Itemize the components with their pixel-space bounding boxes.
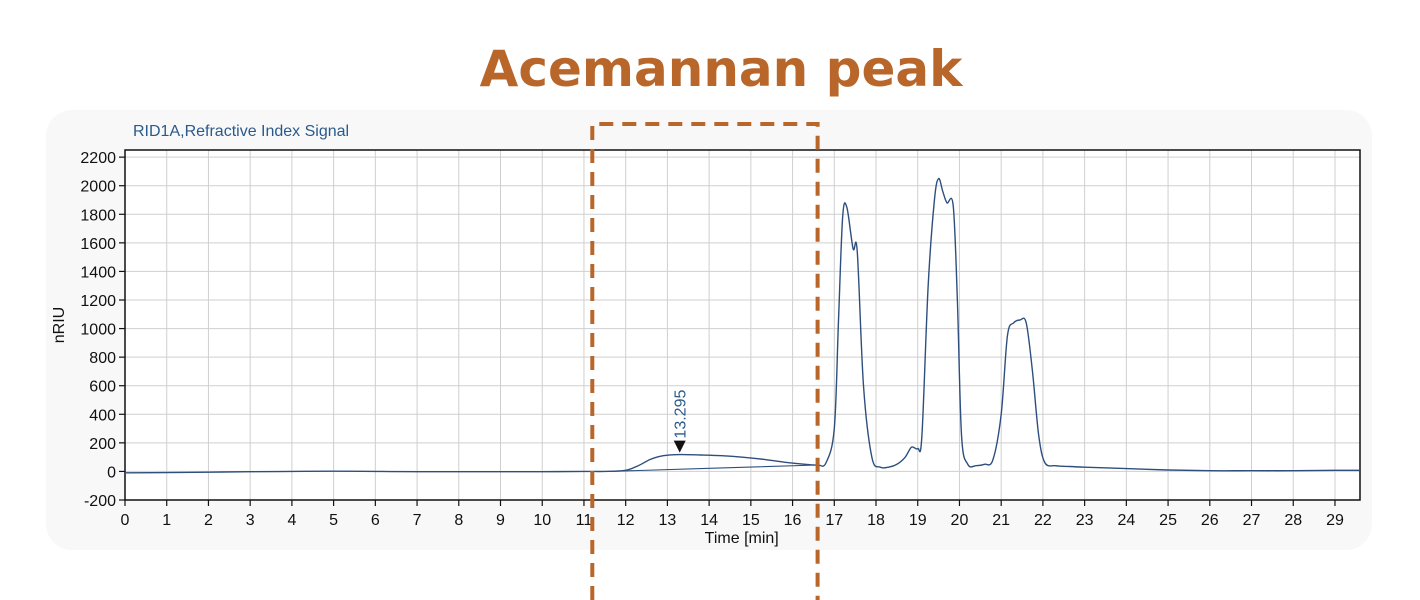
x-tick-label: 5 bbox=[329, 512, 338, 529]
y-axis-label: nRIU bbox=[51, 307, 68, 343]
y-tick-label: 600 bbox=[89, 379, 116, 396]
x-tick-label: 18 bbox=[867, 512, 885, 529]
y-tick-label: 2000 bbox=[80, 179, 116, 196]
y-tick-label: 1800 bbox=[80, 207, 116, 224]
x-tick-label: 0 bbox=[121, 512, 130, 529]
x-tick-label: 19 bbox=[909, 512, 927, 529]
x-tick-label: 21 bbox=[992, 512, 1010, 529]
x-tick-label: 3 bbox=[246, 512, 255, 529]
x-tick-label: 15 bbox=[742, 512, 760, 529]
x-tick-label: 25 bbox=[1159, 512, 1177, 529]
x-tick-label: 7 bbox=[413, 512, 422, 529]
x-tick-label: 16 bbox=[784, 512, 802, 529]
y-tick-label: 1200 bbox=[80, 293, 116, 310]
x-tick-label: 10 bbox=[533, 512, 551, 529]
x-tick-label: 20 bbox=[951, 512, 969, 529]
plot-background bbox=[125, 150, 1360, 500]
y-tick-label: 1600 bbox=[80, 236, 116, 253]
x-tick-label: 6 bbox=[371, 512, 380, 529]
x-tick-label: 22 bbox=[1034, 512, 1052, 529]
x-tick-label: 24 bbox=[1117, 512, 1135, 529]
y-tick-label: 800 bbox=[89, 350, 116, 367]
headline: Acemannan peak bbox=[479, 40, 963, 98]
y-tick-label: 2200 bbox=[80, 150, 116, 167]
y-tick-label: 1000 bbox=[80, 322, 116, 339]
x-tick-label: 17 bbox=[825, 512, 843, 529]
x-axis-label: Time [min] bbox=[705, 530, 779, 547]
x-tick-label: 11 bbox=[576, 512, 593, 529]
x-tick-label: 23 bbox=[1076, 512, 1094, 529]
x-tick-label: 27 bbox=[1243, 512, 1261, 529]
x-tick-label: 13 bbox=[659, 512, 677, 529]
x-tick-label: 2 bbox=[204, 512, 213, 529]
y-tick-label: 200 bbox=[89, 436, 116, 453]
y-tick-label: -200 bbox=[84, 493, 116, 510]
signal-label: RID1A,Refractive Index Signal bbox=[133, 123, 349, 140]
x-tick-label: 14 bbox=[700, 512, 718, 529]
x-tick-label: 29 bbox=[1326, 512, 1344, 529]
x-tick-label: 9 bbox=[496, 512, 505, 529]
x-tick-label: 28 bbox=[1284, 512, 1302, 529]
x-tick-label: 8 bbox=[454, 512, 463, 529]
y-tick-label: 400 bbox=[89, 407, 116, 424]
grid bbox=[124, 150, 1360, 501]
y-tick-label: 1400 bbox=[80, 264, 116, 281]
x-tick-label: 1 bbox=[162, 512, 171, 529]
x-tick-label: 4 bbox=[287, 512, 296, 529]
x-tick-label: 26 bbox=[1201, 512, 1219, 529]
y-tick-label: 0 bbox=[107, 464, 116, 481]
peak-label: 13.295 bbox=[673, 390, 690, 439]
x-tick-label: 12 bbox=[617, 512, 635, 529]
